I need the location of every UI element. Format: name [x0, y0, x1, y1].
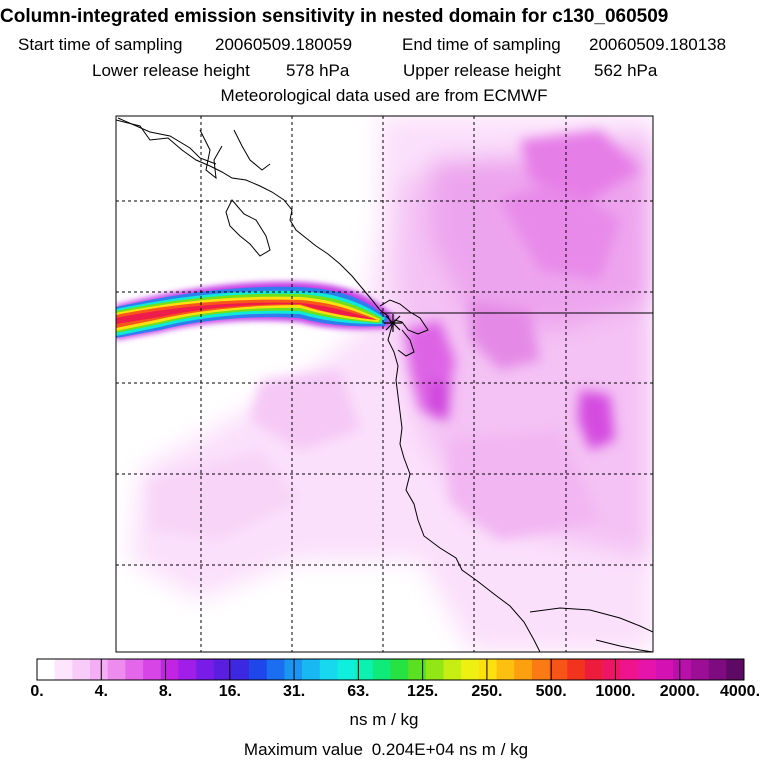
coastlines — [116, 117, 653, 652]
map-frame — [115, 115, 654, 653]
colorbar-tick-label: 500. — [535, 683, 567, 700]
colorbar-swatch — [584, 659, 603, 680]
colorbar-swatch — [708, 659, 727, 680]
colorbar-swatch — [355, 659, 374, 680]
colorbar-swatch — [390, 659, 409, 680]
colorbar-tick-label: 0. — [30, 683, 44, 700]
upper-height-label: Upper release height — [403, 61, 561, 80]
start-time-label: Start time of sampling — [18, 35, 183, 54]
sensitivity-field — [116, 116, 653, 652]
maximum-value-label: Maximum value — [243, 740, 363, 759]
colorbar-swatch — [372, 659, 391, 680]
colorbar-swatch — [337, 659, 356, 680]
colorbar-tick-label: 1000. — [595, 683, 636, 700]
release-site-marker — [384, 314, 402, 332]
colorbar-swatch — [160, 659, 179, 680]
upper-height-value: 562 hPa — [594, 61, 658, 80]
colorbar-swatch — [514, 659, 533, 680]
colorbar-swatch — [602, 659, 621, 680]
end-time-label: End time of sampling — [402, 35, 561, 54]
colorbar-swatch — [637, 659, 656, 680]
colorbar — [36, 658, 745, 681]
colorbar-swatch — [655, 659, 674, 680]
colorbar-swatch — [125, 659, 144, 680]
colorbar-swatch — [531, 659, 550, 680]
colorbar-swatch — [249, 659, 268, 680]
colorbar-swatch — [302, 659, 321, 680]
colorbar-tick-label: 4000. — [719, 683, 761, 700]
colorbar-swatch — [620, 659, 639, 680]
maximum-value: Maximum value 0.204E+04 ns m / kg — [0, 740, 768, 760]
colorbar-swatch — [37, 659, 55, 680]
plot-title: Column-integrated emission sensitivity i… — [0, 6, 669, 27]
emission-plume — [116, 281, 395, 340]
colorbar-swatch — [213, 659, 232, 680]
colorbar-tick-label: 16. — [218, 683, 241, 700]
colorbar-swatch — [231, 659, 250, 680]
colorbar-swatch — [178, 659, 197, 680]
colorbar-swatch — [266, 659, 285, 680]
colorbar-swatch — [496, 659, 515, 680]
end-time-value: 20060509.180138 — [589, 35, 727, 54]
lower-height-value: 578 hPa — [286, 61, 350, 80]
colorbar-swatch — [143, 659, 162, 680]
colorbar-swatch — [408, 659, 427, 680]
maximum-value-number: 0.204E+04 ns m / kg — [371, 740, 529, 759]
colorbar-swatch — [196, 659, 215, 680]
colorbar-tick-label: 63. — [347, 683, 370, 700]
colorbar-tick-label: 125. — [407, 683, 439, 700]
start-time-value: 20060509.180059 — [215, 35, 353, 54]
colorbar-frame — [36, 658, 745, 681]
colorbar-swatch — [443, 659, 462, 680]
colorbar-swatch — [673, 659, 692, 680]
colorbar-swatch — [90, 659, 108, 680]
colorbar-swatch — [726, 659, 745, 680]
colorbar-swatch — [461, 659, 480, 680]
colorbar-tick-label: 2000. — [659, 683, 700, 700]
colorbar-swatch — [72, 659, 91, 680]
colorbar-tick-label: 250. — [471, 683, 503, 700]
colorbar-swatch — [549, 659, 568, 680]
colorbar-swatch — [425, 659, 444, 680]
colorbar-tick-label: 8. — [158, 683, 173, 700]
met-data-note: Meteorological data used are from ECMWF — [220, 86, 548, 105]
colorbar-swatch — [319, 659, 338, 680]
colorbar-swatch — [567, 659, 586, 680]
colorbar-tick-label: 31. — [282, 683, 306, 700]
colorbar-swatch — [54, 659, 73, 680]
colorbar-tick-label: 4. — [94, 683, 108, 700]
colorbar-swatch — [284, 659, 303, 680]
colorbar-swatch — [478, 659, 497, 680]
lower-height-label: Lower release height — [92, 61, 250, 80]
colorbar-swatch — [107, 659, 126, 680]
colorbar-swatch — [690, 659, 709, 680]
lat-lon-grid — [116, 116, 653, 652]
colorbar-unit: ns m / kg — [349, 710, 419, 729]
